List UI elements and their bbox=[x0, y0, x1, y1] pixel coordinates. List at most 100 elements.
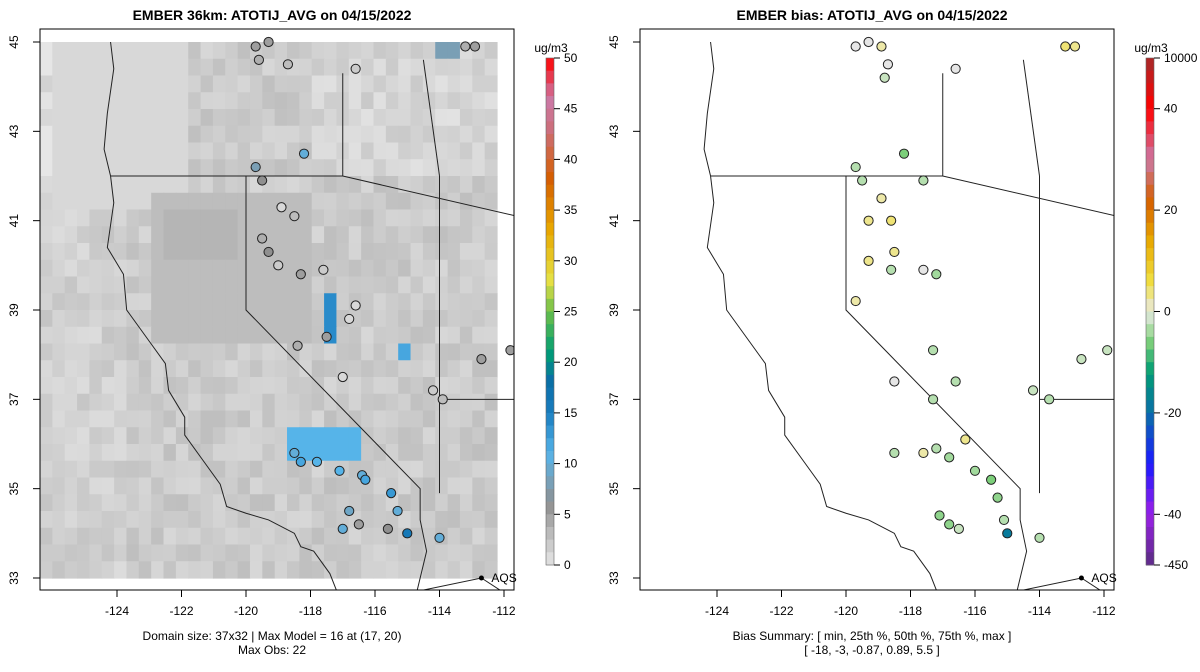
grid-cell bbox=[435, 92, 449, 110]
colorbar-swatch bbox=[546, 374, 554, 389]
colorbar-swatch bbox=[1146, 70, 1154, 84]
grid-cell bbox=[89, 326, 103, 345]
grid-cell bbox=[274, 293, 288, 311]
grid-cell bbox=[373, 159, 387, 177]
grid-cell bbox=[163, 192, 177, 211]
grid-cell bbox=[484, 42, 498, 60]
grid-cell bbox=[274, 377, 288, 395]
station-marker bbox=[992, 492, 1003, 503]
grid-cell bbox=[398, 58, 412, 77]
grid-cell bbox=[348, 343, 362, 361]
grid-cell bbox=[52, 410, 66, 428]
grid-cell bbox=[361, 393, 375, 412]
grid-cell bbox=[237, 310, 251, 328]
colorbar-swatch bbox=[1146, 387, 1154, 401]
grid-cell bbox=[225, 460, 239, 479]
grid-cell bbox=[249, 527, 263, 546]
grid-cell bbox=[126, 527, 140, 546]
grid-cell bbox=[459, 393, 473, 412]
colorbar-swatch bbox=[1146, 336, 1154, 351]
grid-cell bbox=[385, 427, 399, 445]
grid-cell bbox=[151, 209, 165, 227]
grid-cell bbox=[385, 460, 399, 479]
grid-cell bbox=[274, 176, 288, 194]
grid-cell bbox=[472, 561, 486, 579]
grid-cell bbox=[385, 192, 399, 211]
station-marker bbox=[276, 202, 287, 213]
grid-cell bbox=[212, 511, 226, 529]
grid-cell bbox=[484, 226, 498, 244]
grid-cell bbox=[299, 226, 313, 244]
grid-cell bbox=[40, 444, 53, 462]
grid-cell bbox=[324, 561, 338, 579]
grid-cell bbox=[200, 326, 214, 345]
grid-cell bbox=[262, 58, 276, 77]
colorbar-tick-label: 5 bbox=[564, 507, 571, 521]
grid-cell bbox=[225, 477, 239, 495]
grid-cell bbox=[447, 494, 461, 512]
grid-cell bbox=[262, 343, 276, 361]
grid-cell bbox=[138, 125, 152, 144]
grid-cell bbox=[151, 276, 165, 294]
grid-cell bbox=[324, 544, 338, 562]
grid-cell bbox=[101, 477, 115, 495]
grid-cell bbox=[151, 511, 165, 529]
grid-cell bbox=[373, 226, 387, 244]
grid-cell bbox=[459, 226, 473, 244]
grid-cell bbox=[212, 42, 226, 60]
coastline bbox=[703, 41, 937, 590]
grid-cell bbox=[126, 326, 140, 345]
grid-cell bbox=[138, 109, 152, 127]
grid-cell bbox=[249, 293, 263, 311]
grid-cell bbox=[138, 142, 152, 160]
grid-cell bbox=[151, 176, 165, 194]
grid-cell bbox=[435, 444, 449, 462]
grid-cell bbox=[262, 360, 276, 378]
grid-cell bbox=[484, 192, 498, 211]
grid-cell bbox=[126, 58, 140, 77]
grid-cell bbox=[52, 460, 66, 479]
grid-cell bbox=[188, 243, 202, 261]
grid-cell bbox=[163, 494, 177, 512]
station-marker bbox=[289, 447, 300, 459]
grid-cell bbox=[212, 393, 226, 412]
grid-cell bbox=[459, 159, 473, 177]
grid-cell bbox=[422, 494, 436, 512]
grid-cell bbox=[373, 544, 387, 562]
grid-cell bbox=[299, 125, 313, 144]
grid-cell bbox=[336, 544, 350, 562]
grid-cell bbox=[398, 125, 412, 144]
grid-cell bbox=[398, 377, 412, 395]
grid-cell bbox=[373, 410, 387, 428]
grid-cell bbox=[324, 293, 338, 311]
colorbar-swatch bbox=[546, 210, 554, 224]
grid-cell bbox=[89, 544, 103, 562]
colorbar-tick-label: 35 bbox=[564, 203, 578, 217]
grid-cell bbox=[188, 42, 202, 60]
grid-cell bbox=[237, 561, 251, 579]
grid-cell bbox=[64, 494, 78, 512]
grid-cell bbox=[324, 209, 338, 227]
grid-cell bbox=[114, 544, 128, 562]
x-tick-label: -116 bbox=[363, 604, 386, 618]
grid-cell bbox=[175, 92, 189, 110]
grid-cell bbox=[422, 243, 436, 261]
grid-cell bbox=[225, 410, 239, 428]
grid-cell bbox=[348, 209, 362, 227]
grid-cell bbox=[200, 494, 214, 512]
colorbar-swatch bbox=[546, 324, 554, 338]
grid-cell bbox=[89, 92, 103, 110]
x-tick-label: -112 bbox=[1092, 604, 1115, 618]
grid-cell bbox=[52, 427, 66, 445]
grid-cell bbox=[398, 159, 412, 177]
grid-cell bbox=[422, 176, 436, 194]
grid-cell bbox=[101, 561, 115, 579]
grid-cell bbox=[472, 377, 486, 395]
station-marker bbox=[1002, 528, 1013, 539]
grid-cell bbox=[163, 410, 177, 428]
grid-cell bbox=[435, 326, 449, 345]
grid-cell bbox=[447, 293, 461, 311]
grid-cell bbox=[114, 377, 128, 395]
grid-cell bbox=[447, 377, 461, 395]
grid-cell bbox=[398, 444, 412, 462]
